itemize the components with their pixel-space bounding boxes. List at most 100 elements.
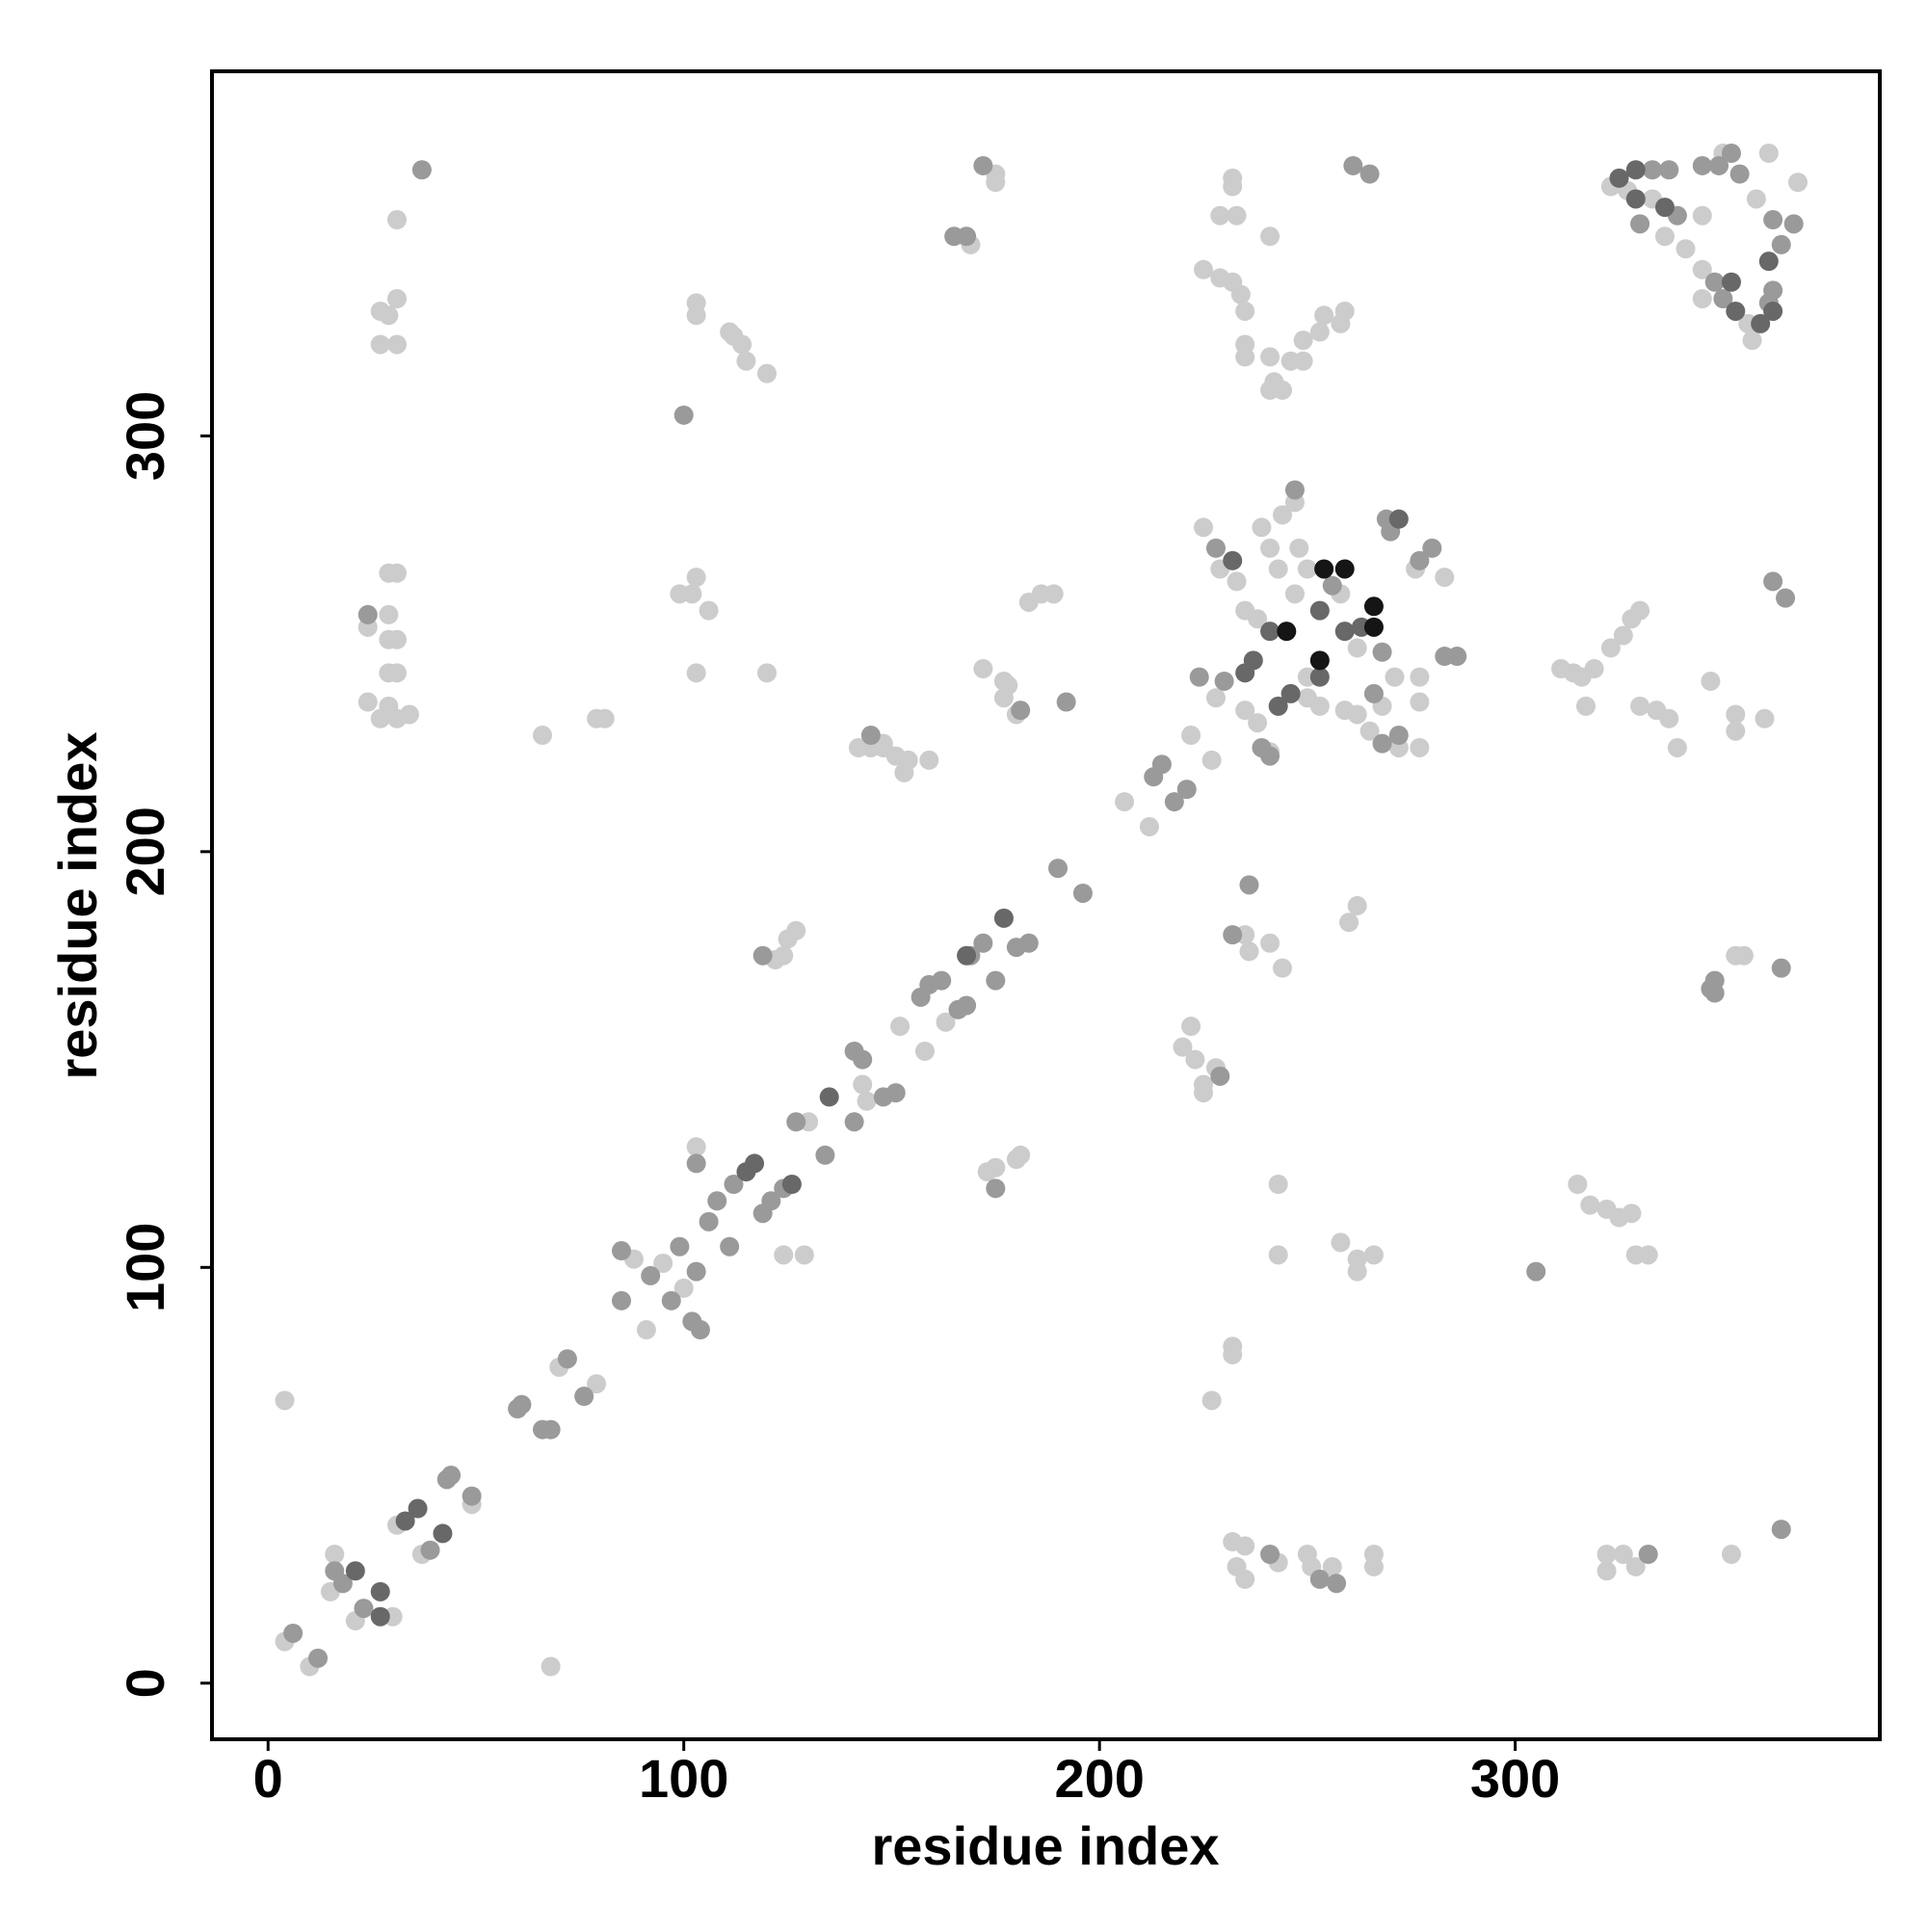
point xyxy=(986,172,1006,193)
point xyxy=(1783,214,1804,234)
plot-frame xyxy=(210,69,1882,1741)
point xyxy=(686,1261,706,1282)
point xyxy=(1268,1175,1288,1195)
point xyxy=(993,908,1014,928)
point xyxy=(1575,696,1596,716)
point xyxy=(1260,746,1280,766)
point xyxy=(1435,568,1455,588)
point xyxy=(724,1175,744,1195)
point xyxy=(653,1253,673,1273)
point xyxy=(1613,625,1633,646)
point xyxy=(686,1137,706,1157)
point xyxy=(1239,941,1259,962)
point xyxy=(379,604,399,624)
point xyxy=(345,1561,365,1581)
point xyxy=(1771,958,1791,978)
point xyxy=(860,726,881,746)
point xyxy=(1388,509,1409,529)
point xyxy=(1726,704,1746,725)
point xyxy=(1751,313,1771,333)
point xyxy=(533,726,553,746)
point xyxy=(1314,559,1334,579)
point xyxy=(844,1112,864,1132)
point xyxy=(1763,301,1783,321)
point xyxy=(857,1091,877,1111)
point xyxy=(399,704,419,725)
point xyxy=(1284,480,1305,500)
point xyxy=(853,1049,873,1070)
point xyxy=(1293,351,1313,371)
point xyxy=(1227,205,1247,225)
point xyxy=(1272,505,1292,525)
point xyxy=(1260,933,1280,953)
point xyxy=(1410,692,1430,712)
point xyxy=(1721,272,1741,292)
point xyxy=(1410,737,1430,757)
point xyxy=(408,1498,428,1519)
point xyxy=(973,155,993,175)
point xyxy=(1726,301,1746,321)
point xyxy=(1011,1145,1031,1165)
point xyxy=(386,210,407,230)
point xyxy=(1667,737,1687,757)
point xyxy=(786,1112,806,1132)
point xyxy=(1260,1545,1280,1565)
point xyxy=(1239,875,1259,895)
point xyxy=(1580,1195,1600,1215)
point xyxy=(1334,622,1355,642)
x-tick-label: 0 xyxy=(253,1748,283,1809)
y-tick-label: 0 xyxy=(115,1668,175,1698)
point xyxy=(411,160,432,180)
point xyxy=(1676,239,1696,259)
point xyxy=(686,663,706,683)
point xyxy=(819,1087,839,1107)
point xyxy=(386,334,407,355)
point xyxy=(1729,164,1750,184)
point xyxy=(354,1599,374,1619)
point xyxy=(1201,750,1222,770)
point xyxy=(1709,155,1729,175)
point xyxy=(1293,331,1313,351)
point xyxy=(1343,155,1363,175)
point xyxy=(1309,600,1330,621)
point xyxy=(1363,683,1384,703)
point xyxy=(686,1153,706,1174)
point xyxy=(673,1278,694,1298)
y-tick-label: 200 xyxy=(115,807,175,896)
point xyxy=(1701,671,1721,691)
point xyxy=(379,305,399,326)
point xyxy=(673,405,694,425)
point xyxy=(1223,925,1243,945)
point xyxy=(1721,143,1741,163)
point xyxy=(512,1394,532,1415)
point xyxy=(275,1390,295,1411)
point xyxy=(1268,1245,1288,1265)
point xyxy=(1659,160,1679,180)
point xyxy=(1181,1017,1201,1037)
point xyxy=(1630,696,1650,716)
point xyxy=(1359,721,1380,741)
point xyxy=(815,1145,835,1165)
point xyxy=(1309,1569,1330,1589)
point xyxy=(707,1191,727,1211)
point xyxy=(1248,609,1268,629)
point xyxy=(1625,189,1646,209)
point xyxy=(1280,683,1301,703)
point xyxy=(736,351,756,371)
point xyxy=(357,692,378,712)
point xyxy=(1692,289,1712,309)
point xyxy=(973,933,993,953)
point xyxy=(1372,733,1392,754)
point xyxy=(732,334,752,355)
point xyxy=(1309,650,1330,671)
point xyxy=(1692,259,1712,279)
point xyxy=(1347,638,1367,658)
point xyxy=(1194,517,1214,538)
point xyxy=(1235,1536,1255,1556)
point xyxy=(1284,584,1305,604)
point xyxy=(1422,538,1442,558)
point xyxy=(1388,726,1409,746)
point xyxy=(611,1290,631,1310)
point xyxy=(462,1486,482,1506)
point xyxy=(1758,143,1779,163)
